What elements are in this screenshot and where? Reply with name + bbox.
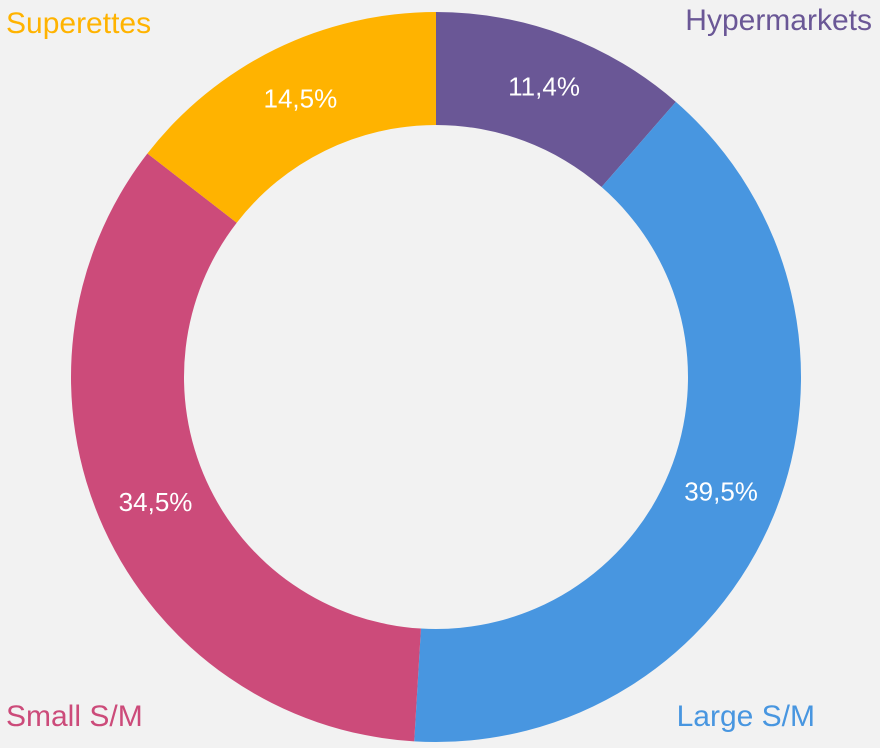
donut-segment — [147, 12, 436, 223]
value-label: 39,5% — [684, 477, 758, 507]
value-label: 14,5% — [264, 83, 338, 113]
value-label: 34,5% — [119, 487, 193, 517]
donut-segment — [436, 12, 676, 188]
donut-segment — [71, 153, 421, 742]
category-label: Large S/M — [677, 700, 815, 733]
donut-segment — [414, 101, 801, 743]
value-label: 11,4% — [508, 71, 580, 101]
category-label: Small S/M — [6, 700, 143, 733]
category-label: Hypermarkets — [685, 4, 872, 37]
category-label: Superettes — [6, 7, 151, 40]
